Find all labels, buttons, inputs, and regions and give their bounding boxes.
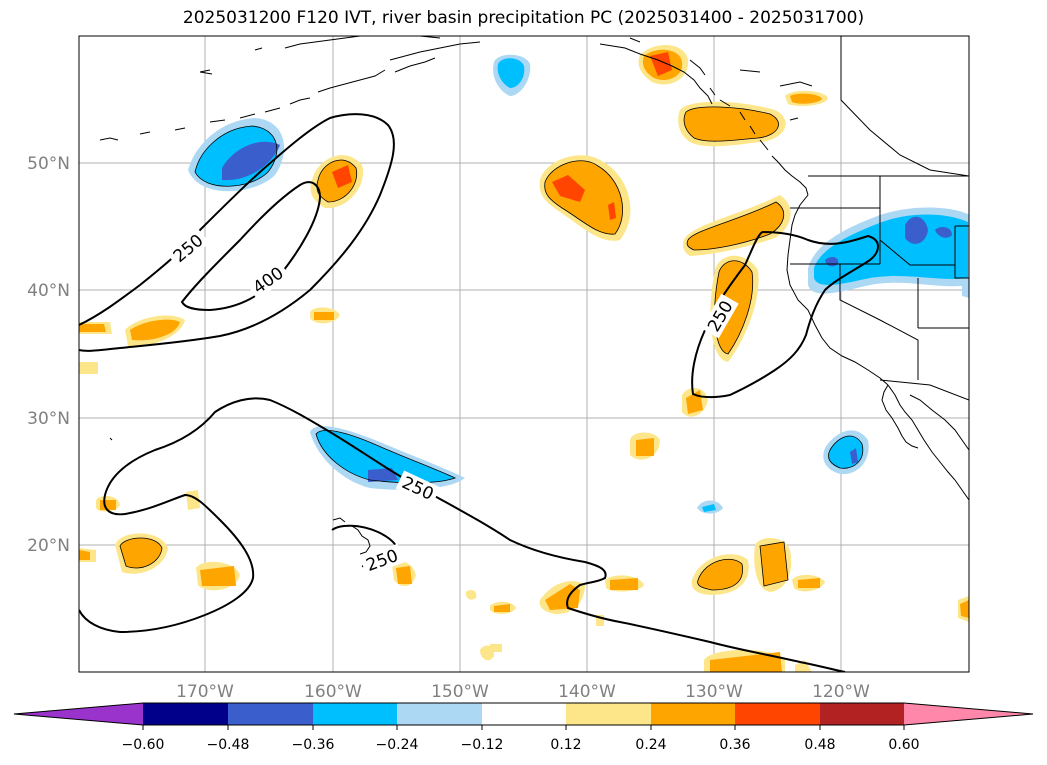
colorbar-segment [735, 703, 820, 725]
colorbar-segment [397, 703, 482, 725]
pos-anomaly-region [798, 578, 820, 588]
colorbar-segment [482, 703, 566, 725]
pos-anomaly-region [314, 312, 334, 320]
ivt-contour-250 [79, 397, 846, 672]
colorbar: −0.60 −0.48 −0.36 −0.24 −0.12 0.12 0.24 … [13, 702, 1034, 753]
pos-anomaly-region [100, 500, 116, 510]
lon-tick-label: 160°W [304, 682, 362, 702]
pos-anomaly-region [79, 324, 106, 332]
pos-anomaly-region [490, 644, 502, 652]
neg-anomaly-region [316, 430, 455, 483]
pos-anomaly-region [545, 584, 580, 610]
pos-anomaly-region [200, 566, 236, 586]
colorbar-segment [566, 703, 651, 725]
neg-anomaly-region [850, 448, 858, 464]
lon-tick-label: 170°W [176, 682, 234, 702]
map-frame [78, 35, 970, 673]
colorbar-segment [313, 703, 397, 725]
pos-anomaly-region [636, 438, 654, 456]
neg-anomaly-region [962, 282, 969, 298]
lat-axis: 50°N 40°N 30°N 20°N [27, 154, 70, 556]
pos-anomaly-region [130, 319, 180, 341]
pos-anomaly-region [120, 538, 162, 568]
pos-anomaly-region [760, 542, 788, 586]
colorbar-tick-label: −0.24 [376, 737, 419, 753]
colorbar-segment [143, 703, 228, 725]
colorbar-segment [228, 703, 313, 725]
lon-tick-label: 140°W [558, 682, 616, 702]
map-title: 2025031200 F120 IVT, river basin precipi… [182, 8, 865, 28]
coastlines [99, 36, 969, 555]
neg-anomaly-region [497, 58, 525, 88]
pos-anomaly-region [684, 106, 779, 142]
lat-tick-label: 30°N [27, 409, 70, 429]
pos-anomaly-region [608, 202, 616, 220]
colorbar-segment [820, 703, 904, 725]
lon-tick-label: 150°W [431, 682, 489, 702]
pos-anomaly-region [396, 566, 412, 584]
pos-anomaly-region [687, 202, 784, 250]
pos-anomaly-region [79, 362, 98, 374]
ivt-contour-400 [180, 181, 322, 312]
pos-anomaly-region [552, 175, 585, 202]
lat-tick-label: 50°N [27, 154, 70, 174]
lat-tick-label: 20°N [27, 536, 70, 556]
neg-anomaly-region [222, 141, 280, 181]
lon-tick-label: 130°W [685, 682, 743, 702]
pos-anomaly-region [790, 93, 822, 104]
lon-tick-label: 120°W [812, 682, 870, 702]
pos-anomaly-region [610, 578, 638, 590]
pos-anomaly-region [494, 604, 510, 612]
colorbar-tick-label: 0.36 [719, 737, 750, 753]
pos-anomaly-region [332, 165, 352, 188]
neg-anomaly-region [368, 468, 398, 482]
pos-anomaly-region [960, 600, 969, 618]
colorbar-tick-label: −0.12 [461, 737, 504, 753]
colorbar-tick-label: −0.48 [207, 737, 250, 753]
lon-axis: 170°W 160°W 150°W 140°W 130°W 120°W [176, 682, 870, 702]
pos-anomaly-region [465, 590, 477, 600]
colorbar-tick-label: 0.12 [550, 737, 581, 753]
colorbar-tick-label: 0.48 [804, 737, 835, 753]
colorbar-segment [651, 703, 735, 725]
colorbar-tick-label: −0.60 [122, 737, 165, 753]
colorbar-tick-label: −0.36 [292, 737, 335, 753]
colorbar-tick-label: 0.60 [888, 737, 919, 753]
colorbar-extend-min [14, 703, 143, 725]
colorbar-tick-label: 0.24 [635, 737, 666, 753]
pos-anomaly-region [79, 550, 90, 560]
lat-tick-label: 40°N [27, 281, 70, 301]
neg-anomaly-region [905, 216, 928, 244]
pos-anomaly-region [710, 652, 782, 672]
neg-anomaly-region [702, 504, 716, 512]
colorbar-extend-max [904, 703, 1033, 725]
pos-anomaly-region [795, 660, 812, 672]
pos-anomaly-region [697, 559, 743, 590]
pos-anomaly-region [650, 52, 672, 76]
neg-anomaly-region [935, 227, 952, 238]
